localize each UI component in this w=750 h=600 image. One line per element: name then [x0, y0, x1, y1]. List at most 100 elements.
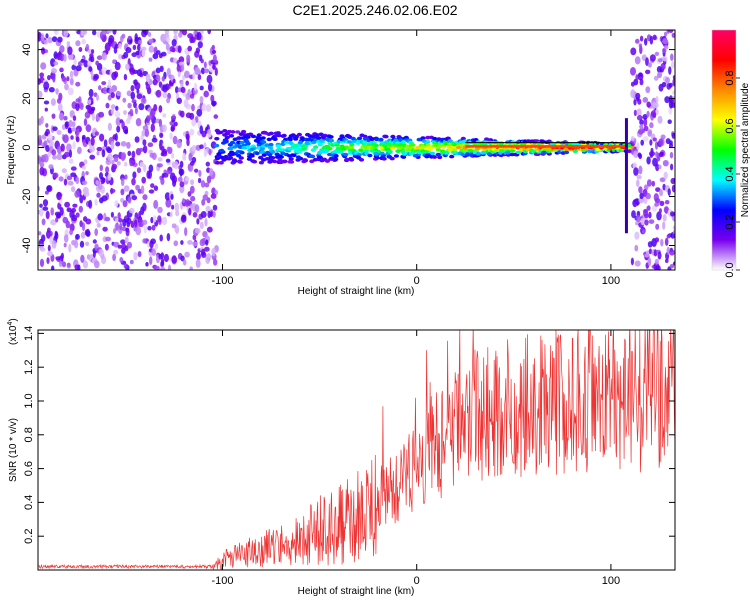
- spectrogram-cell: [239, 140, 245, 145]
- spectrogram-cell: [144, 128, 150, 138]
- spectrogram-cell: [165, 83, 170, 91]
- spectrogram-cell: [188, 152, 193, 162]
- spectrogram-cell: [114, 133, 118, 142]
- spectrogram-cell: [161, 216, 168, 226]
- spectrogram-cell: [675, 41, 681, 45]
- spectrogram-cell: [123, 73, 128, 81]
- spectrogram-cell: [195, 259, 201, 268]
- spectrogram-cell: [205, 205, 211, 213]
- spectrogram-cell: [45, 145, 50, 152]
- spectrogram-cell: [657, 115, 663, 124]
- spectrogram-cell: [130, 91, 136, 100]
- spectrogram-cell: [639, 119, 644, 125]
- spectrogram-cell: [638, 43, 643, 48]
- spectrogram-cell: [127, 196, 132, 204]
- spectrogram-cell: [39, 203, 43, 208]
- spectrogram-cell: [82, 165, 86, 170]
- spectrogram-cell: [238, 156, 244, 160]
- spectrogram-cell: [344, 145, 350, 149]
- spectrogram-cell: [671, 61, 675, 69]
- spectrogram-cell: [250, 134, 256, 139]
- spectrogram-cell: [241, 145, 247, 150]
- spectrogram-cell: [123, 185, 130, 192]
- spectrogram-cell: [148, 38, 154, 44]
- spectrogram-cell: [88, 88, 94, 98]
- spectrogram-cell: [60, 143, 65, 152]
- spectrogram-cell: [59, 45, 65, 53]
- spectrogram-cell: [192, 241, 199, 247]
- spectrogram-cell: [61, 75, 67, 82]
- spectrogram-cell: [635, 38, 640, 44]
- spectrogram-cell: [154, 265, 160, 270]
- spectrogram-cell: [140, 97, 147, 105]
- spectrogram-cell: [75, 98, 81, 103]
- spectrogram-cell: [437, 144, 443, 148]
- spectrogram-cell: [151, 224, 156, 231]
- spectrogram-cell: [346, 140, 353, 144]
- y-tick-label: -40: [21, 238, 33, 254]
- spectrogram-cell: [199, 125, 204, 135]
- spectrogram-cell: [637, 98, 642, 105]
- spectrogram-cell: [228, 134, 235, 138]
- spectrogram-cell: [142, 30, 146, 34]
- spectrogram-cell: [212, 204, 218, 211]
- spectrogram-cell: [94, 228, 98, 237]
- spectrogram-cell: [173, 30, 178, 35]
- spectrogram-cell: [53, 61, 59, 66]
- snr-x-label: Height of straight line (km): [298, 586, 415, 597]
- spectrogram-cell: [94, 260, 100, 269]
- spectrogram-cell: [111, 159, 115, 165]
- spectrogram-cell: [676, 251, 680, 260]
- spectrogram-cell: [642, 114, 648, 120]
- spectrogram-cell: [188, 207, 192, 216]
- spectrogram-cell: [105, 236, 111, 242]
- spectrogram-cell: [134, 219, 138, 228]
- spectrogram-cell: [40, 62, 47, 70]
- colorbar: 0.0 0.2 0.4 0.6 0.8 Normalized spectral ampl…: [711, 29, 750, 278]
- spectrogram-cell: [80, 231, 86, 239]
- spectrogram-cell: [118, 43, 122, 50]
- spectrogram-cell: [160, 152, 165, 157]
- spectrogram-cell: [161, 173, 165, 179]
- page-title: C2E1.2025.246.02.06.E02: [292, 2, 458, 18]
- spectrogram-cell: [662, 38, 669, 45]
- spectrogram-cell: [277, 154, 283, 158]
- spectrogram-cell: [205, 239, 209, 246]
- spectrogram-cell: [143, 164, 147, 172]
- spectrogram-cell: [151, 137, 158, 143]
- spectrogram-cell: [662, 56, 668, 62]
- spectrogram-cell: [288, 157, 294, 161]
- spectrogram-cell: [83, 118, 88, 127]
- spectrogram-cell: [212, 211, 216, 218]
- spectrogram-cell: [261, 153, 267, 157]
- y-tick-label: 40: [21, 43, 33, 55]
- spectrogram-cell: [647, 257, 652, 267]
- spectrogram-cell: [160, 266, 166, 270]
- spectrogram-cell: [184, 70, 190, 79]
- colorbar-frame: [711, 29, 737, 271]
- spectrogram-cell: [159, 132, 164, 138]
- spectrogram-cell: [161, 145, 165, 154]
- y-tick-label: 0.8: [23, 427, 35, 442]
- spectrogram-cell: [192, 212, 198, 218]
- spectrogram-cell: [668, 82, 673, 88]
- spectrogram-cell: [437, 155, 443, 160]
- spectrogram-cell: [96, 192, 101, 198]
- spectrogram-cell: [249, 147, 255, 152]
- spectrogram-x-ticks: -100 0 100: [211, 30, 620, 287]
- spectrogram-cell: [425, 140, 431, 144]
- spectrogram-cell: [644, 219, 649, 226]
- spectrogram-cell: [214, 189, 219, 196]
- spectrogram-cell: [195, 47, 201, 54]
- spectrogram-cell: [361, 140, 367, 144]
- spectrogram-cell: [639, 78, 644, 86]
- spectrogram-cell: [645, 69, 651, 75]
- spectrogram-cell: [633, 109, 638, 117]
- spectrogram-cell: [81, 134, 86, 141]
- spectrogram-cell: [661, 81, 667, 88]
- spectrogram-cell: [115, 141, 121, 147]
- spectrogram-cell: [171, 255, 177, 264]
- spectrogram-cell: [148, 45, 154, 53]
- spectrogram-cell: [642, 136, 649, 142]
- spectrogram-cell: [541, 150, 547, 155]
